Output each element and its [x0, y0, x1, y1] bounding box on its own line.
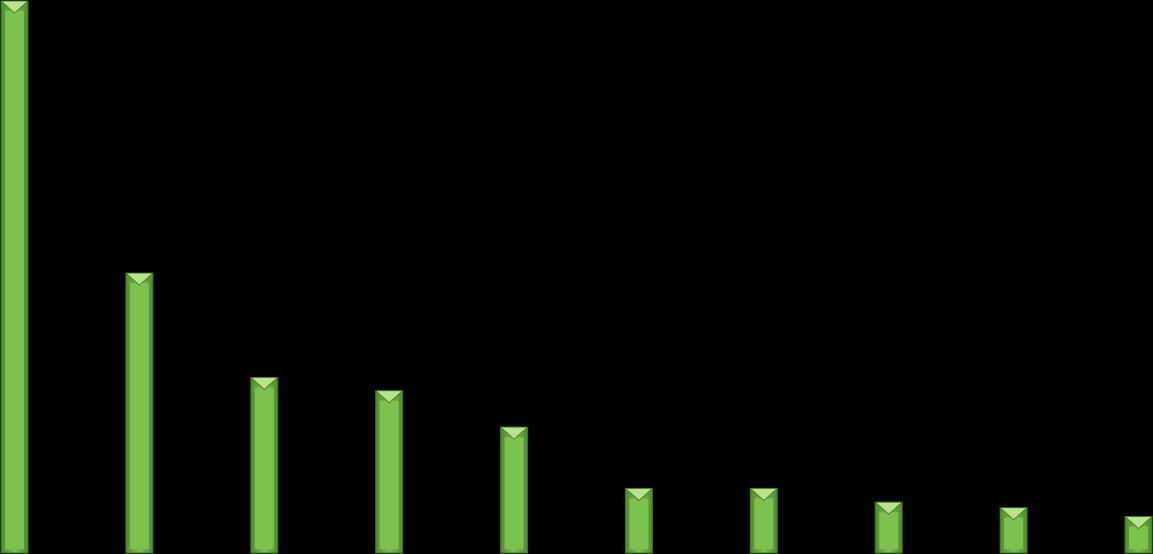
- bar-cap: [1123, 516, 1153, 530]
- bar-cap: [124, 272, 154, 286]
- bar-face: [629, 498, 649, 549]
- bar-face: [754, 498, 774, 549]
- bar-cap: [499, 426, 529, 440]
- bar-cap: [249, 377, 279, 390]
- bar-cap: [874, 501, 904, 515]
- bar: [1123, 516, 1153, 554]
- bar: [624, 487, 654, 554]
- bar: [874, 501, 904, 554]
- bar-cap: [624, 488, 654, 501]
- bar: [999, 507, 1029, 554]
- bar-face: [1129, 526, 1148, 549]
- bar: [124, 272, 154, 554]
- bar-face: [879, 512, 899, 549]
- bar-cap: [0, 0, 30, 14]
- bar-cap: [374, 390, 404, 404]
- bar: [499, 426, 529, 554]
- bar-face: [379, 400, 399, 549]
- bar: [0, 0, 30, 554]
- bar-cap: [749, 488, 779, 501]
- bar: [249, 376, 279, 554]
- bar: [374, 390, 404, 554]
- bar: [749, 487, 779, 554]
- bar-face: [1004, 517, 1024, 549]
- bar-face: [504, 437, 524, 549]
- bar-face: [129, 283, 149, 549]
- bar-cap: [999, 507, 1029, 521]
- bar-face: [5, 11, 24, 549]
- bar-face: [254, 387, 274, 549]
